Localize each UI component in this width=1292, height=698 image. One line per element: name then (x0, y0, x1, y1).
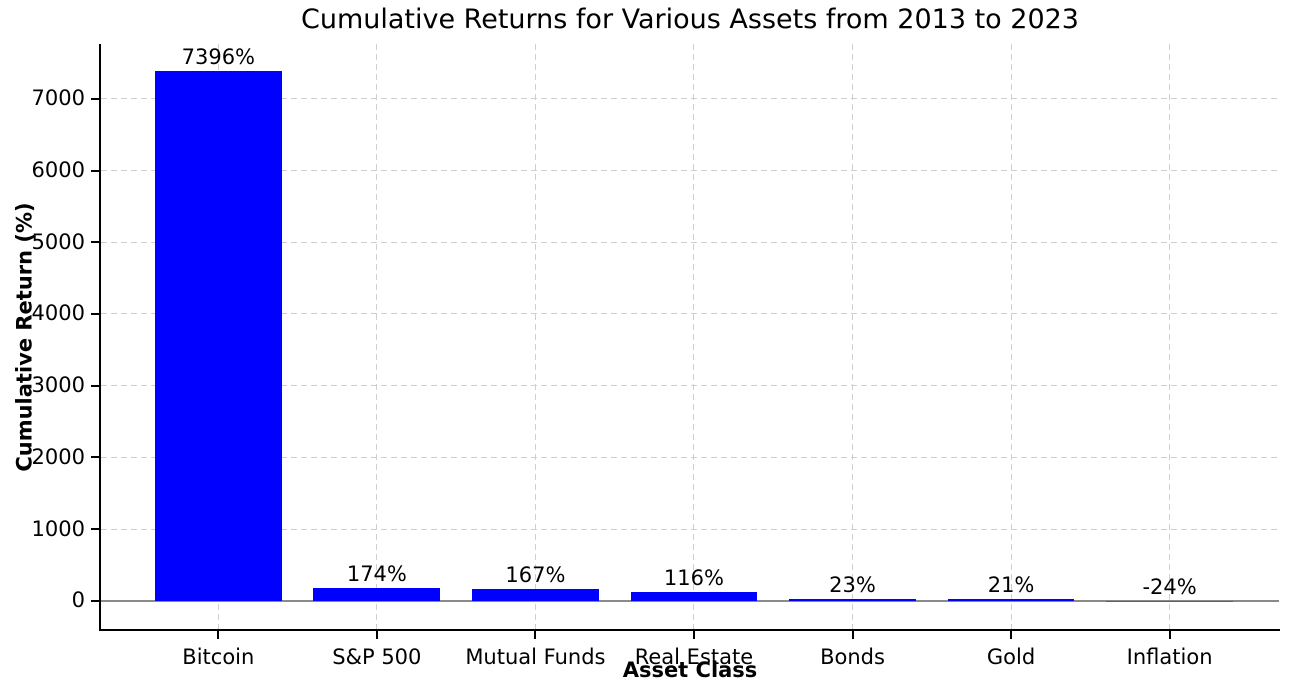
horizontal-gridline (101, 241, 1279, 243)
y-tick-mark (91, 312, 101, 315)
bar-value-label: 167% (505, 562, 566, 587)
plot-area: 0 1000 2000 3000 4000 5000 6000 7000 Bitcoin S&P … (32, 44, 1280, 669)
y-tick-label: 2000 (31, 444, 85, 469)
y-tick-label: 7000 (31, 86, 85, 111)
x-tick-mark (1168, 630, 1171, 639)
x-axis-spine (99, 629, 1280, 631)
x-tick-mark (534, 630, 537, 639)
y-tick-label: 4000 (31, 301, 85, 326)
x-tick-mark (1010, 630, 1013, 639)
horizontal-gridline (101, 313, 1279, 315)
x-tick-label: Inflation (1126, 645, 1213, 669)
vertical-gridline (852, 44, 853, 629)
x-tick-label: Bonds (820, 645, 885, 669)
x-tick-mark (375, 630, 378, 639)
vertical-gridline (1169, 44, 1171, 629)
x-tick-mark (692, 630, 695, 639)
zero-baseline (101, 599, 1279, 602)
bar-s-p-500 (313, 588, 441, 601)
bar-value-label: 7396% (181, 44, 256, 69)
y-tick-mark (91, 599, 101, 602)
y-tick-label: 1000 (31, 516, 85, 541)
x-tick-label: Real Estate (634, 645, 754, 669)
y-tick-label: 6000 (31, 158, 85, 183)
vertical-gridline (693, 44, 695, 629)
bar-real-estate (630, 592, 758, 601)
bar-mutual-funds (471, 588, 599, 601)
horizontal-gridline (101, 170, 1279, 172)
y-tick-mark (91, 169, 101, 172)
horizontal-gridline (101, 456, 1279, 458)
horizontal-gridline (101, 528, 1279, 530)
chart-title: Cumulative Returns for Various Assets fr… (300, 4, 1079, 35)
vertical-gridline (534, 44, 536, 629)
x-tick-label: Gold (986, 645, 1036, 669)
y-tick-mark (91, 241, 101, 244)
bar-gold (947, 599, 1075, 601)
y-tick-mark (91, 456, 101, 459)
bar-value-label: 21% (987, 573, 1035, 598)
y-tick-label: 0 (71, 588, 85, 613)
y-tick-label: 3000 (31, 373, 85, 398)
x-tick-mark (851, 630, 854, 639)
x-axis-label: Asset Class (622, 658, 758, 682)
x-tick-label: Mutual Funds (465, 645, 606, 669)
vertical-gridline (1010, 44, 1012, 629)
vertical-gridline (376, 44, 378, 629)
bar-bitcoin (154, 70, 282, 601)
horizontal-gridline (101, 385, 1279, 387)
bar-value-label: 116% (663, 566, 724, 591)
bar-value-label: 174% (346, 562, 407, 587)
y-tick-mark (91, 384, 101, 387)
bar-bonds (789, 599, 916, 601)
bar-value-label: 23% (829, 573, 876, 598)
x-tick-mark (217, 630, 220, 639)
y-tick-label: 5000 (31, 229, 85, 254)
bar-inflation (1106, 600, 1233, 603)
y-axis-spine (99, 44, 101, 631)
bar-value-label: -24% (1142, 574, 1197, 599)
x-tick-label: S&P 500 (332, 645, 422, 669)
x-tick-label: Bitcoin (182, 645, 255, 669)
y-tick-mark (91, 528, 101, 530)
horizontal-gridline (101, 98, 1279, 100)
y-tick-mark (91, 97, 101, 100)
